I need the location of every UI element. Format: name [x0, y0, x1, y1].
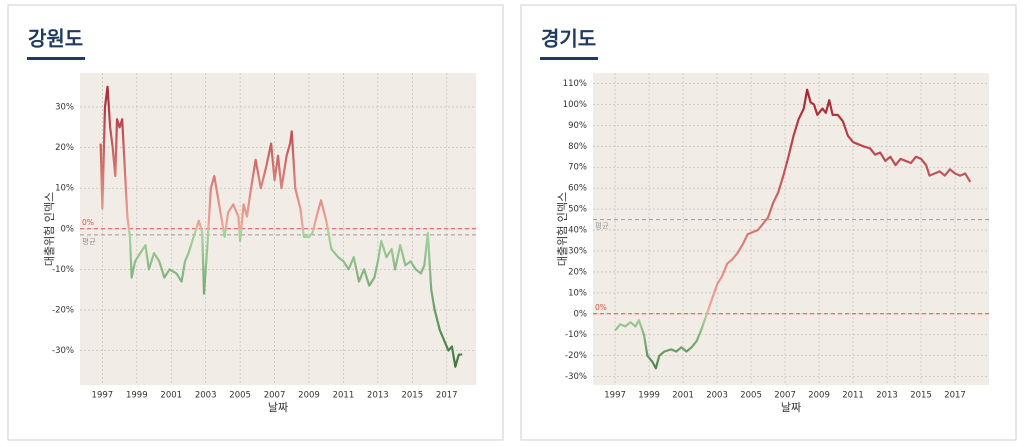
y-tick-label: 20% [568, 267, 587, 277]
y-tick-label: 10% [55, 184, 74, 194]
y-tick-label: 100% [563, 100, 587, 110]
x-tick-label: 1997 [604, 391, 626, 401]
y-tick-label: 0% [61, 224, 75, 234]
y-tick-label: 40% [568, 226, 587, 236]
reference-label: 평균 [82, 236, 96, 246]
x-axis-label: 날짜 [781, 401, 801, 414]
x-tick-label: 2007 [264, 391, 286, 401]
reference-label: 평균 [595, 221, 609, 231]
title-underline [27, 57, 85, 60]
x-tick-label: 2011 [842, 391, 864, 401]
y-tick-label: -10% [565, 330, 587, 340]
y-tick-label: 10% [568, 288, 587, 298]
x-tick-label: 2009 [808, 391, 830, 401]
y-tick-label: -20% [52, 305, 74, 315]
x-tick-label: 2005 [229, 391, 251, 401]
title-underline [540, 57, 598, 60]
y-tick-label: -30% [52, 346, 74, 356]
x-tick-label: 2013 [876, 391, 898, 401]
y-tick-label: 50% [568, 205, 587, 215]
x-tick-label: 1999 [126, 391, 148, 401]
y-tick-label: -20% [565, 351, 587, 361]
data-line [614, 88, 972, 370]
plot-area [593, 73, 989, 385]
data-line [99, 85, 463, 368]
x-tick-label: 2003 [706, 391, 728, 401]
y-tick-label: 30% [55, 103, 74, 113]
x-tick-label: 1997 [92, 391, 114, 401]
x-tick-label: 2017 [436, 391, 458, 401]
x-tick-label: 2015 [401, 391, 423, 401]
x-tick-label: 2003 [195, 391, 217, 401]
y-tick-label: -30% [565, 372, 587, 382]
y-tick-label: 60% [568, 184, 587, 194]
reference-label: 0% [595, 303, 607, 312]
y-tick-label: 30% [568, 246, 587, 256]
x-tick-label: 2001 [672, 391, 694, 401]
y-tick-label: 80% [568, 142, 587, 152]
x-tick-label: 2013 [367, 391, 389, 401]
y-tick-label: 110% [563, 79, 587, 89]
y-axis-label: 대출위험 인덱스 [556, 192, 569, 266]
y-axis-label: 대출위험 인덱스 [43, 192, 56, 266]
chart-title: 강원도 [28, 27, 83, 51]
x-tick-label: 2009 [298, 391, 320, 401]
x-tick-label: 2011 [333, 391, 355, 401]
y-tick-label: 20% [55, 143, 74, 153]
x-axis-label: 날짜 [268, 401, 288, 414]
reference-label: 0% [82, 218, 94, 227]
chart-title: 경기도 [541, 27, 596, 51]
x-tick-label: 2015 [910, 391, 932, 401]
x-tick-label: 2007 [774, 391, 796, 401]
y-tick-label: 70% [568, 163, 587, 173]
y-tick-label: 90% [568, 121, 587, 131]
x-tick-label: 1999 [638, 391, 660, 401]
x-tick-label: 2005 [740, 391, 762, 401]
y-tick-label: -10% [52, 265, 74, 275]
x-tick-label: 2017 [944, 391, 966, 401]
y-tick-label: 0% [574, 309, 588, 319]
x-tick-label: 2001 [160, 391, 182, 401]
